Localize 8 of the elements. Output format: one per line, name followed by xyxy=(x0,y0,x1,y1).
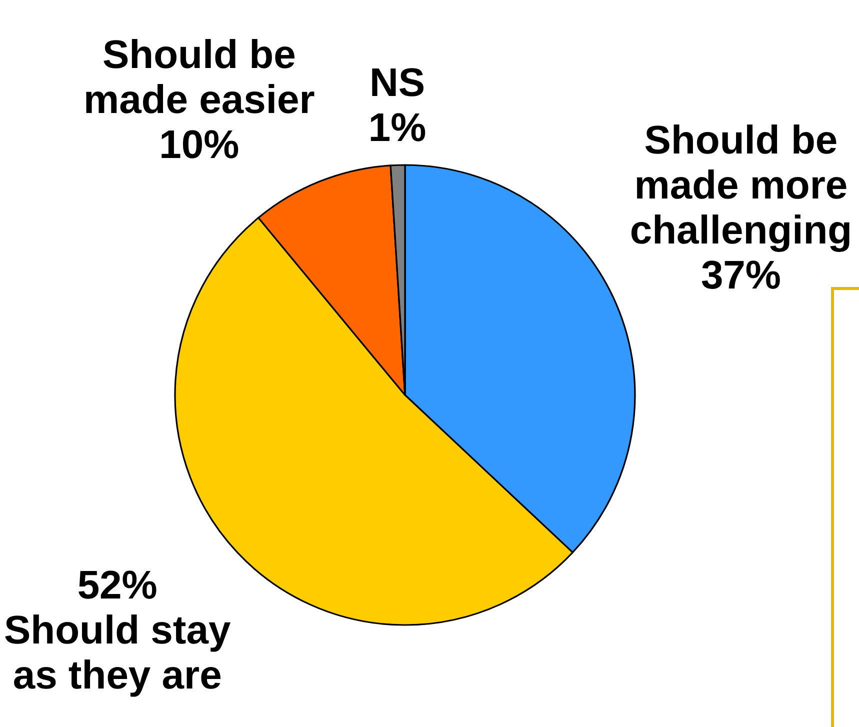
slice-label: Should stay as they are xyxy=(4,608,232,698)
slice-label: NS xyxy=(370,61,426,106)
data-label: 37% xyxy=(700,254,782,298)
data-label: 10% xyxy=(159,123,240,168)
slice-label: Should be made more challenging xyxy=(630,118,852,253)
slice-label: Should be made easier xyxy=(84,33,315,122)
data-label: 52% xyxy=(77,564,158,608)
data-label: 1% xyxy=(368,106,426,150)
